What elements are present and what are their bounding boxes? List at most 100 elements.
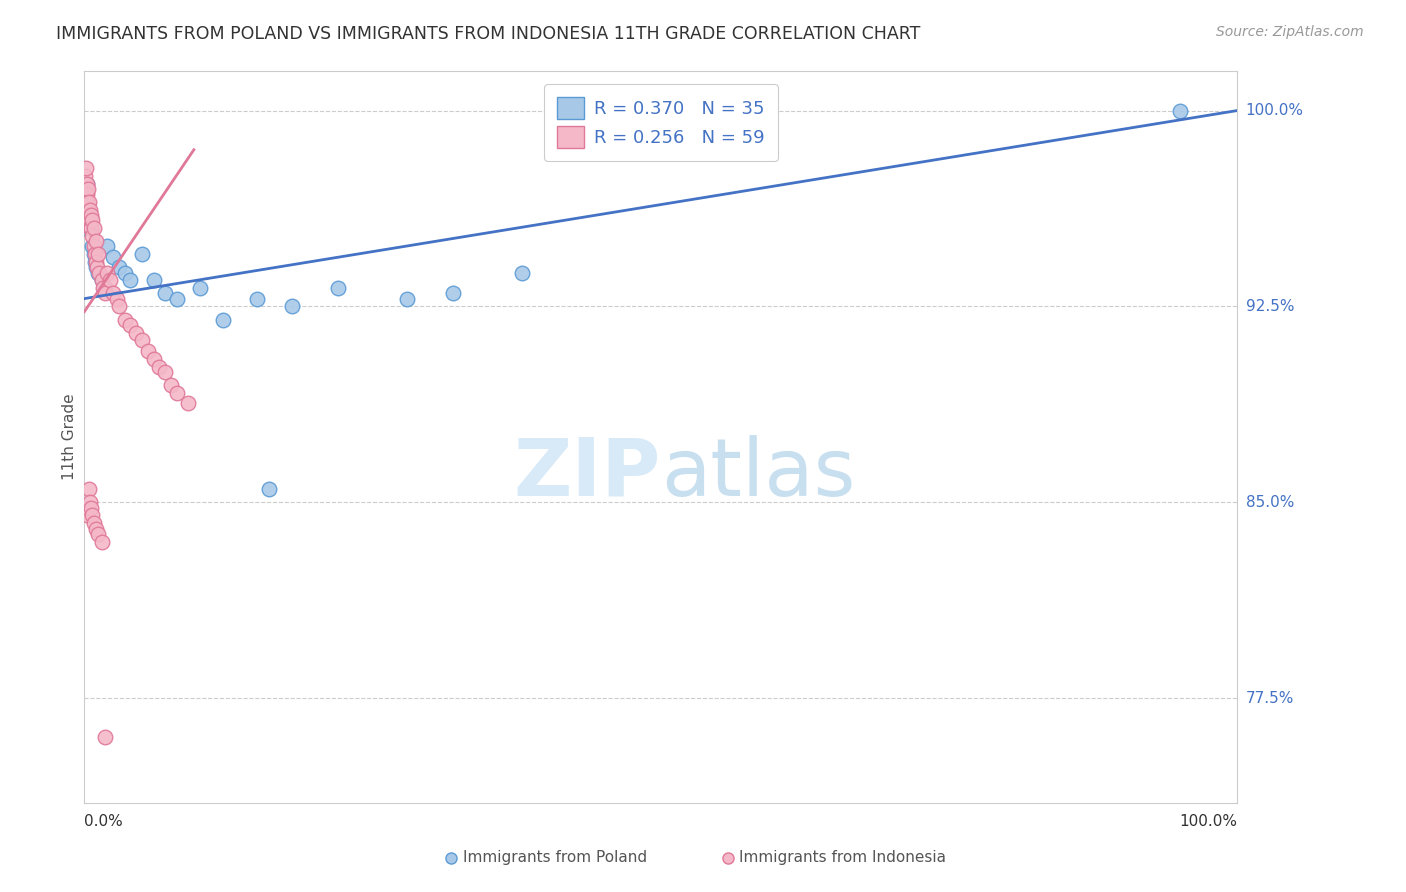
Point	[79, 495, 101, 509]
Text: 85.0%: 85.0%	[1246, 495, 1294, 510]
Point	[396, 292, 419, 306]
Point	[89, 266, 111, 280]
Point	[108, 300, 131, 314]
Point	[131, 247, 153, 261]
Point	[80, 500, 103, 515]
Point	[76, 177, 98, 191]
Point	[75, 194, 97, 209]
Point	[105, 292, 128, 306]
Point	[246, 292, 269, 306]
Point	[82, 508, 104, 523]
Point	[75, 208, 97, 222]
Point	[86, 260, 108, 275]
Point	[90, 273, 112, 287]
Point	[79, 221, 101, 235]
Text: 100.0%: 100.0%	[1180, 814, 1237, 829]
Point	[120, 318, 142, 332]
Point	[73, 177, 96, 191]
Text: ZIP: ZIP	[513, 434, 661, 513]
Point	[142, 273, 165, 287]
Point	[96, 239, 118, 253]
Text: 77.5%: 77.5%	[1246, 690, 1294, 706]
Point	[75, 182, 97, 196]
Point	[83, 221, 105, 235]
Point	[125, 326, 148, 340]
Point	[512, 266, 534, 280]
Point	[76, 508, 98, 523]
Point	[87, 266, 110, 280]
Text: 92.5%: 92.5%	[1246, 299, 1294, 314]
Y-axis label: 11th Grade: 11th Grade	[62, 393, 77, 481]
Point	[87, 247, 110, 261]
Point	[120, 273, 142, 287]
Point	[160, 377, 183, 392]
Point	[76, 187, 98, 202]
Point	[90, 273, 112, 287]
Text: Source: ZipAtlas.com: Source: ZipAtlas.com	[1216, 25, 1364, 39]
Point	[177, 396, 200, 410]
Point	[82, 213, 104, 227]
Point	[166, 385, 188, 400]
Point	[83, 247, 105, 261]
Point	[82, 239, 104, 253]
Point	[94, 286, 117, 301]
Point	[166, 292, 188, 306]
Point	[77, 208, 100, 222]
Point	[82, 229, 104, 244]
Point	[281, 300, 304, 314]
Point	[80, 221, 103, 235]
Point	[103, 250, 124, 264]
Point	[153, 286, 176, 301]
Point	[76, 500, 98, 515]
Point	[79, 202, 101, 217]
Point	[136, 343, 159, 358]
Point	[257, 483, 280, 497]
Point	[131, 334, 153, 348]
Point	[80, 208, 103, 222]
Point	[75, 161, 97, 175]
Point	[83, 247, 105, 261]
Point	[211, 312, 233, 326]
Point	[80, 221, 103, 235]
Point	[84, 260, 107, 275]
Point	[87, 526, 110, 541]
Text: atlas: atlas	[661, 434, 855, 513]
Point	[91, 281, 114, 295]
Point	[188, 281, 211, 295]
Point	[108, 260, 131, 275]
Point	[76, 194, 98, 209]
Point	[148, 359, 170, 374]
Point	[79, 213, 101, 227]
Point	[77, 483, 100, 497]
Point	[83, 239, 105, 253]
Point	[76, 177, 98, 191]
Point	[75, 182, 97, 196]
Point	[441, 286, 464, 301]
Text: Immigrants from Poland: Immigrants from Poland	[463, 850, 647, 865]
Point	[103, 286, 124, 301]
Point	[83, 516, 105, 531]
Point	[83, 255, 105, 269]
Point	[114, 312, 136, 326]
Point	[76, 182, 98, 196]
Point	[76, 194, 98, 209]
Point	[84, 255, 107, 269]
Point	[77, 194, 100, 209]
Point	[76, 202, 98, 217]
Point	[76, 213, 98, 227]
Point	[98, 273, 121, 287]
Point	[326, 281, 349, 295]
Point	[79, 221, 101, 235]
Text: 100.0%: 100.0%	[1246, 103, 1303, 118]
Point	[142, 351, 165, 366]
Point	[114, 266, 136, 280]
Point	[94, 731, 117, 745]
Point	[90, 534, 112, 549]
Point	[94, 281, 117, 295]
Legend: R = 0.370   N = 35, R = 0.256   N = 59: R = 0.370 N = 35, R = 0.256 N = 59	[544, 84, 778, 161]
Point	[77, 208, 100, 222]
Point	[75, 187, 97, 202]
Point	[84, 522, 107, 536]
Text: IMMIGRANTS FROM POLAND VS IMMIGRANTS FROM INDONESIA 11TH GRADE CORRELATION CHART: IMMIGRANTS FROM POLAND VS IMMIGRANTS FRO…	[56, 25, 921, 43]
Point	[96, 266, 118, 280]
